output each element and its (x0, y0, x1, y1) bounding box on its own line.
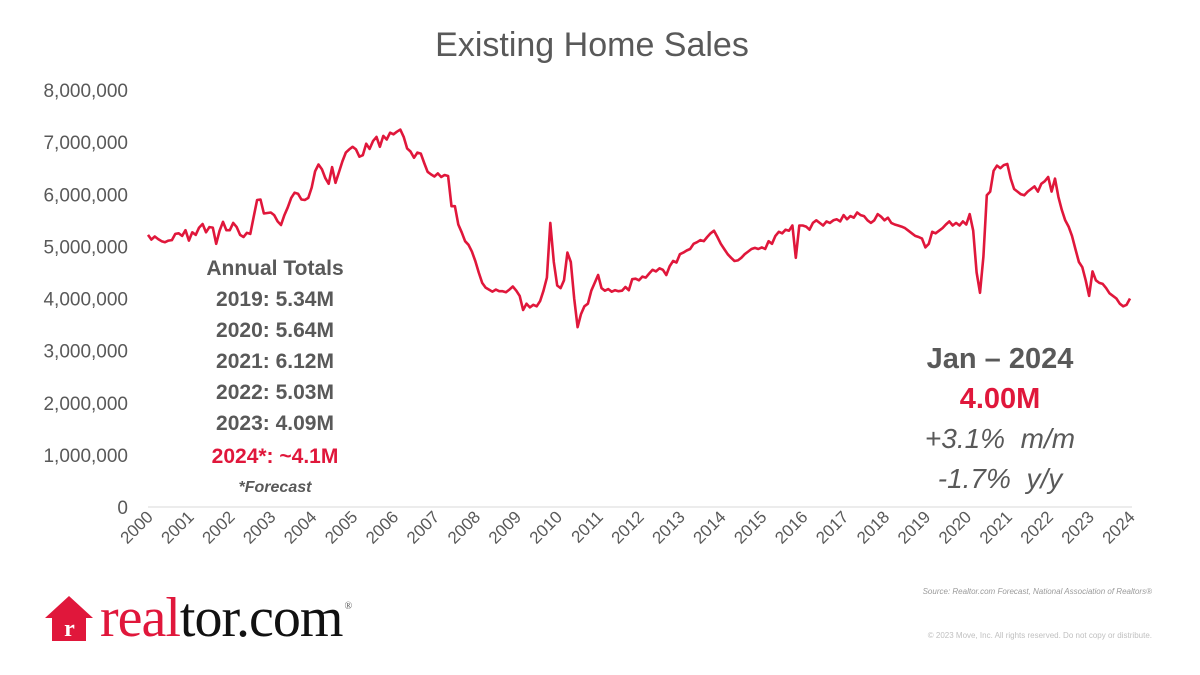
latest-period: Jan – 2024 (927, 343, 1074, 375)
month-over-month-change: +3.1% m/m (925, 423, 1075, 454)
x-tick-label: 2015 (730, 507, 770, 547)
copyright-note: © 2023 Move, Inc. All rights reserved. D… (928, 631, 1152, 640)
annual-totals-heading: Annual Totals (206, 257, 343, 280)
latest-reading-box: Jan – 2024 4.00M +3.1% m/m -1.7% y/y (925, 343, 1075, 494)
logo-text-real: real (100, 587, 181, 649)
x-axis: 2000 2001 2002 2003 2004 2005 2006 2007 2008 2009… (117, 507, 1139, 547)
x-tick-label: 2019 (894, 507, 934, 547)
x-tick-label: 2014 (689, 507, 729, 547)
x-tick-label: 2013 (649, 507, 689, 547)
x-tick-label: 2006 (362, 507, 402, 547)
annual-total-2020: 2020: 5.64M (216, 319, 334, 342)
annual-totals-box: Annual Totals 2019: 5.34M 2020: 5.64M 20… (206, 257, 343, 496)
y-axis: 0 1,000,000 2,000,000 3,000,000 4,000,000 5,0… (43, 81, 128, 519)
realtor-logo: r real tor.com ® (44, 587, 352, 649)
x-tick-label: 2018 (853, 507, 893, 547)
x-tick-label: 2005 (321, 507, 361, 547)
y-tick-label: 2,000,000 (43, 394, 128, 415)
svg-text:r: r (64, 616, 75, 642)
y-tick-label: 6,000,000 (43, 185, 128, 206)
x-tick-label: 2008 (444, 507, 484, 547)
x-tick-label: 2011 (568, 507, 607, 546)
x-tick-label: 2009 (485, 507, 525, 547)
x-tick-label: 2012 (608, 507, 648, 547)
y-tick-label: 0 (117, 498, 128, 519)
annual-total-2019: 2019: 5.34M (216, 288, 334, 311)
latest-value: 4.00M (960, 383, 1041, 415)
y-tick-label: 4,000,000 (43, 290, 128, 311)
x-tick-label: 2016 (771, 507, 811, 547)
x-tick-label: 2023 (1058, 507, 1098, 547)
annual-total-2023: 2023: 4.09M (216, 412, 334, 435)
y-tick-label: 1,000,000 (43, 446, 128, 467)
y-tick-label: 3,000,000 (43, 342, 128, 363)
x-tick-label: 2004 (280, 507, 320, 547)
house-logo-icon: r (45, 596, 93, 642)
annual-total-2022: 2022: 5.03M (216, 381, 334, 404)
x-tick-label: 2003 (239, 507, 279, 547)
y-tick-label: 5,000,000 (43, 237, 128, 258)
logo-text-tor-com: tor.com (179, 587, 344, 649)
x-tick-label: 2017 (812, 507, 852, 547)
annual-total-2021: 2021: 6.12M (216, 350, 334, 373)
x-tick-label: 2020 (935, 507, 975, 547)
chart-title: Existing Home Sales (435, 26, 749, 64)
x-tick-label: 2022 (1017, 507, 1057, 547)
x-tick-label: 2007 (403, 507, 443, 547)
x-tick-label: 2002 (198, 507, 238, 547)
year-over-year-change: -1.7% y/y (938, 463, 1064, 494)
logo-registered-mark: ® (344, 601, 352, 612)
forecast-footnote: *Forecast (239, 479, 313, 496)
source-note: Source: Realtor.com Forecast, National A… (923, 587, 1153, 596)
x-tick-label: 2021 (976, 507, 1016, 547)
x-tick-label: 2001 (158, 507, 198, 547)
annual-total-2024-forecast: 2024*: ~4.1M (212, 445, 339, 468)
y-tick-label: 8,000,000 (43, 81, 128, 102)
series-line-existing-home-sales (146, 128, 1132, 329)
x-tick-label: 2024 (1099, 507, 1139, 547)
x-tick-label: 2010 (526, 507, 566, 547)
y-tick-label: 7,000,000 (43, 133, 128, 154)
